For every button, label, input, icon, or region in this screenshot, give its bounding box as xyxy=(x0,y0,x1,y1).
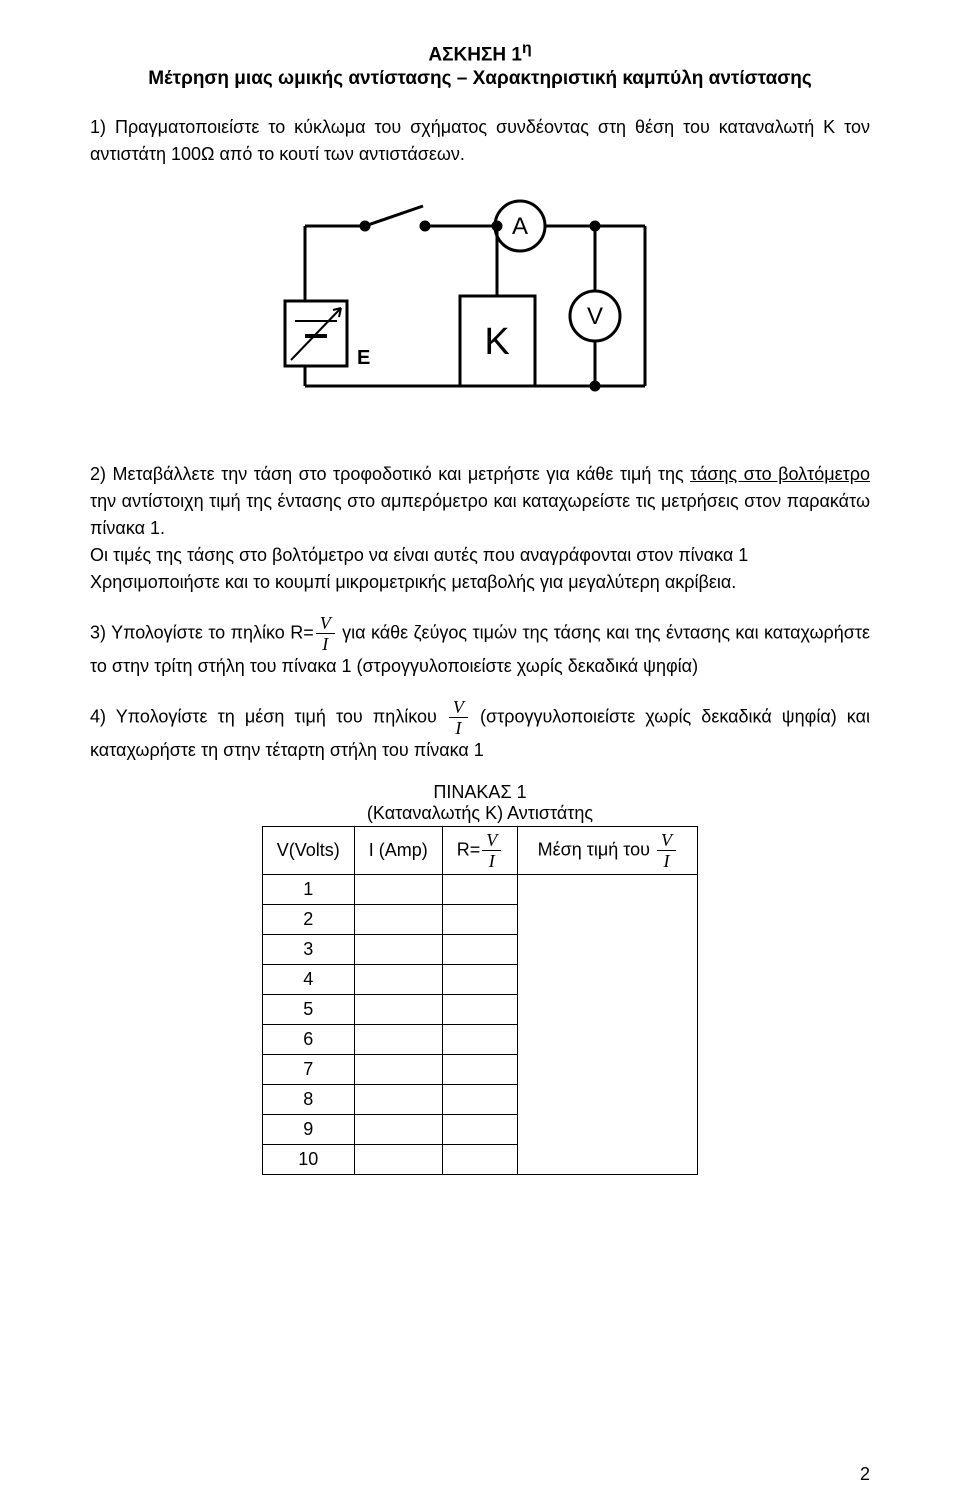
table-header-row: V(Volts) I (Amp) R=VI Μέση τιμή του VI xyxy=(262,827,698,875)
p2c: Χρησιμοποιήστε και το κουμπί μικρομετρικ… xyxy=(90,572,736,592)
p2b: Οι τιμές της τάσης στο βολτόμετρο να είν… xyxy=(90,545,748,565)
fraction-vi: VI xyxy=(482,831,501,870)
exercise-subtitle: Μέτρηση μιας ωμικής αντίστασης – Χαρακτη… xyxy=(90,68,870,90)
p4-pre: 4) Υπολογίστε τη μέση τιμή του πηλίκου xyxy=(90,707,447,727)
title-sup: η xyxy=(522,40,532,57)
table-caption: (Καταναλωτής Κ) Αντιστάτης xyxy=(90,803,870,824)
document-page: ΑΣΚΗΣΗ 1η Μέτρηση μιας ωμικής αντίστασης… xyxy=(0,0,960,1503)
fraction-vi: VI xyxy=(449,698,468,737)
p2-pre: 2) Μεταβάλλετε την τάση στο τροφοδοτικό … xyxy=(90,464,690,484)
title-text: ΑΣΚΗΣΗ 1 xyxy=(428,44,522,65)
paragraph-1: 1) Πραγματοποιείστε το κύκλωμα του σχήμα… xyxy=(90,114,870,168)
table-body: 1 2 3 4 5 6 7 8 9 10 xyxy=(262,875,698,1175)
table-row: 1 xyxy=(262,875,698,905)
voltmeter-label: V xyxy=(587,303,603,330)
fraction-vi: VI xyxy=(657,831,676,870)
col-header-mean: Μέση τιμή του VI xyxy=(518,827,698,875)
page-number: 2 xyxy=(860,1464,870,1485)
table-title: ΠΙΝΑΚΑΣ 1 xyxy=(90,782,870,803)
p2-post: την αντίστοιχη τιμή της έντασης στο αμπε… xyxy=(90,491,870,538)
data-table: V(Volts) I (Amp) R=VI Μέση τιμή του VI 1… xyxy=(262,826,699,1175)
paragraph-2: 2) Μεταβάλλετε την τάση στο τροφοδοτικό … xyxy=(90,461,870,596)
ammeter-label: A xyxy=(512,213,528,240)
col-header-i: I (Amp) xyxy=(354,827,442,875)
p2-underlined: τάσης στο βολτόμετρο xyxy=(690,464,870,484)
fraction-vi: VI xyxy=(316,614,335,653)
exercise-title: ΑΣΚΗΣΗ 1η xyxy=(90,40,870,66)
circuit-diagram: A V K E xyxy=(90,186,870,431)
circuit-svg: A V K E xyxy=(265,186,695,426)
paragraph-4: 4) Υπολογίστε τη μέση τιμή του πηλίκου V… xyxy=(90,698,870,764)
load-label: K xyxy=(484,321,509,363)
emf-label: E xyxy=(357,347,370,369)
col-header-v: V(Volts) xyxy=(262,827,354,875)
p3-pre: 3) Υπολογίστε το πηλίκο R= xyxy=(90,623,314,643)
col-header-r: R=VI xyxy=(442,827,518,875)
paragraph-3: 3) Υπολογίστε το πηλίκο R=VI για κάθε ζε… xyxy=(90,614,870,680)
